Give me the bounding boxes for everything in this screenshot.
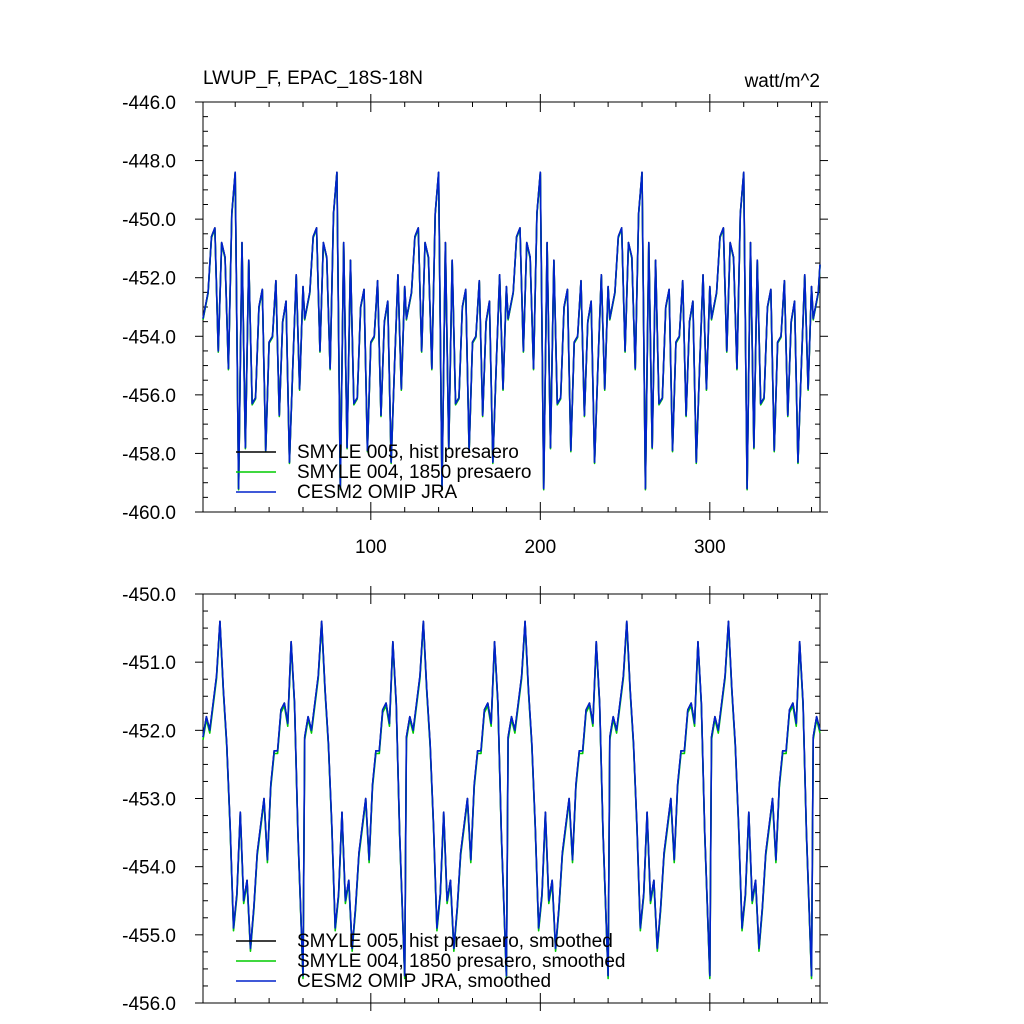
x-tick-label: 100 <box>355 537 387 558</box>
y-tick-label: -458.0 <box>122 444 176 465</box>
legend-label: SMYLE 004, 1850 presaero <box>297 462 532 483</box>
series-line-2 <box>202 171 821 490</box>
legend-label: SMYLE 005, hist presaero <box>297 442 519 463</box>
y-tick-label: -451.0 <box>122 653 176 674</box>
y-tick-label: -450.0 <box>122 210 176 231</box>
y-tick-label: -460.0 <box>122 503 176 524</box>
y-tick-label: -454.0 <box>122 858 176 879</box>
y-tick-label: -456.0 <box>122 994 176 1015</box>
bottom-panel: -450.0 -451.0 -452.0 -453.0 -454.0 -455.0 -456… <box>122 585 828 1015</box>
top-panel: 100 200 300 -446.0 -448.0 -450.0 -452.0 -454.0 -… <box>122 93 828 558</box>
y-tick-label: -453.0 <box>122 790 176 811</box>
y-tick-label: -456.0 <box>122 386 176 407</box>
legend-label: CESM2 OMIP JRA <box>297 482 457 503</box>
series-line-2 <box>202 620 821 977</box>
y-tick-label: -454.0 <box>122 327 176 348</box>
legend-label: SMYLE 005, hist presaero, smoothed <box>297 931 613 952</box>
series-line-0 <box>202 620 821 977</box>
y-tick-label: -450.0 <box>122 585 176 606</box>
chart-title: LWUP_F, EPAC_18S-18N <box>203 68 423 89</box>
y-tick-label: -452.0 <box>122 721 176 742</box>
y-tick-label: -455.0 <box>122 926 176 947</box>
y-tick-label: -446.0 <box>122 93 176 114</box>
units-label: watt/m^2 <box>744 71 820 92</box>
x-tick-label: 300 <box>694 537 726 558</box>
series-line-1 <box>202 623 821 980</box>
legend-label: CESM2 OMIP JRA, smoothed <box>297 971 551 992</box>
x-tick-label: 200 <box>524 537 556 558</box>
y-tick-label: -452.0 <box>122 269 176 290</box>
y-tick-label: -448.0 <box>122 152 176 173</box>
legend-label: SMYLE 004, 1850 presaero, smoothed <box>297 951 625 972</box>
